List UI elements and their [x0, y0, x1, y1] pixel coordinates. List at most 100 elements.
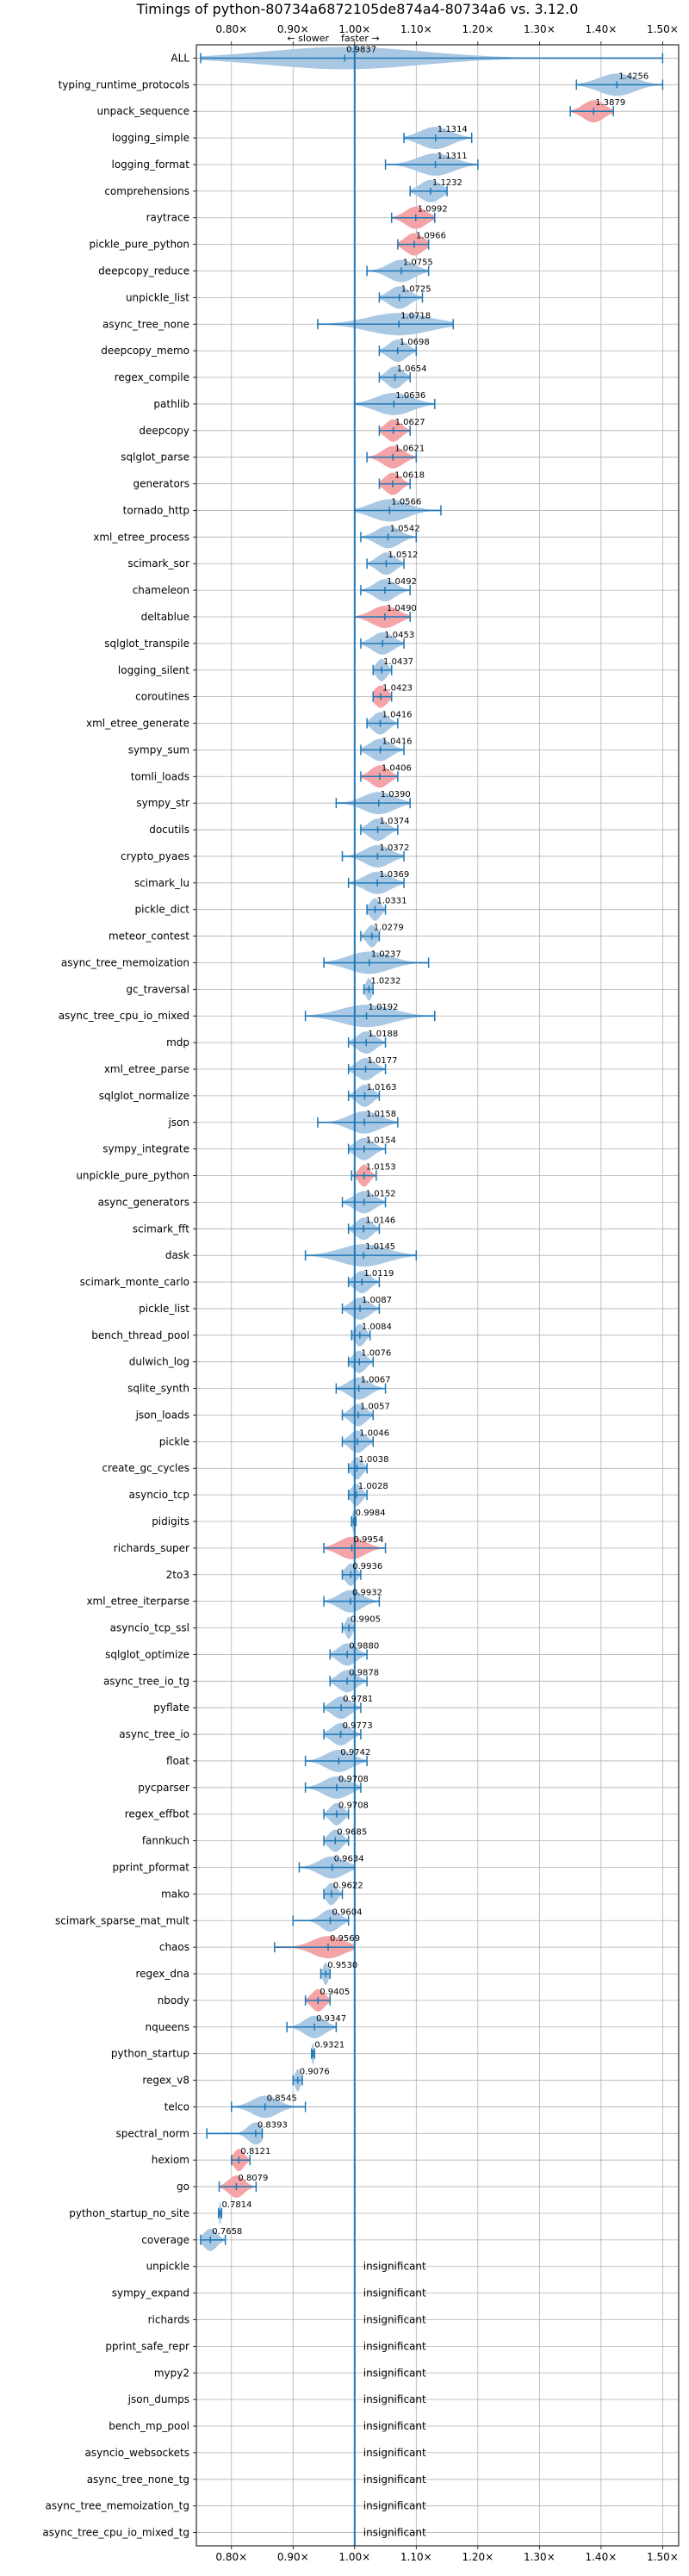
value-label: 1.0627 — [395, 418, 425, 427]
value-label: 1.0654 — [397, 364, 427, 374]
value-label: 1.0119 — [363, 1269, 394, 1279]
benchmark-label: pidigits — [152, 1515, 189, 1528]
whiskers — [200, 53, 664, 2245]
benchmark-label: spectral_norm — [115, 2127, 189, 2139]
benchmark-label: fannkuch — [142, 1835, 189, 1847]
value-label: 1.0237 — [371, 949, 401, 959]
value-label: 1.1314 — [438, 125, 468, 134]
benchmark-label: mypy2 — [154, 2367, 189, 2379]
benchmark-label: float — [166, 1755, 189, 1767]
x-tick-label-top: 1.40× — [585, 23, 617, 35]
benchmark-label: async_generators — [98, 1196, 189, 1208]
value-label: 1.0057 — [360, 1402, 390, 1411]
value-label: 1.0416 — [382, 737, 413, 746]
grid — [196, 45, 679, 2546]
benchmark-label: comprehensions — [104, 185, 189, 197]
x-tick-label-bottom: 1.10× — [400, 2551, 432, 2563]
insignificant-label: insignificant — [363, 2367, 426, 2379]
value-label: 1.0492 — [387, 577, 417, 587]
x-tick-label-top: 1.00× — [338, 23, 370, 35]
benchmark-label: sqlite_synth — [127, 1383, 189, 1395]
benchmark-label: async_tree_memoization — [61, 956, 189, 968]
value-label: 1.0453 — [384, 631, 414, 640]
benchmark-label: pprint_safe_repr — [105, 2340, 189, 2352]
value-label: 1.0423 — [382, 684, 413, 694]
benchmark-label: chameleon — [133, 584, 189, 596]
benchmark-label: scimark_lu — [134, 877, 189, 889]
benchmark-label: deepcopy — [139, 425, 189, 437]
insignificant-label: insignificant — [363, 2500, 426, 2512]
value-label: 1.0490 — [387, 604, 417, 613]
benchmark-label: async_tree_io — [119, 1728, 189, 1740]
plot-frame — [196, 44, 680, 2547]
benchmark-label: xml_etree_generate — [86, 718, 189, 730]
benchmark-label: mako — [161, 1888, 189, 1900]
benchmark-label: 2to3 — [166, 1569, 189, 1581]
benchmark-label: xml_etree_iterparse — [86, 1596, 189, 1608]
value-label: 0.9604 — [332, 1907, 362, 1917]
benchmark-label: gc_traversal — [126, 983, 189, 995]
benchmark-label: scimark_monte_carlo — [80, 1276, 189, 1288]
value-label: 1.0512 — [388, 551, 418, 560]
x-tick-label-top: 1.20× — [462, 23, 493, 35]
insignificant-label: insignificant — [363, 2313, 426, 2325]
benchmark-label: hexiom — [152, 2154, 189, 2166]
benchmark-label: docutils — [149, 824, 189, 836]
value-label: 1.0369 — [379, 870, 409, 880]
value-label: 0.8079 — [238, 2174, 268, 2183]
benchmark-label: logging_format — [111, 159, 189, 171]
benchmark-label: go — [177, 2181, 189, 2193]
benchmark-label: xml_etree_process — [93, 531, 189, 543]
direction-slower: ← slower — [287, 33, 329, 44]
value-label: 1.0154 — [366, 1136, 396, 1146]
value-label: 0.9347 — [316, 2014, 346, 2024]
benchmark-label: nqueens — [146, 2021, 189, 2033]
benchmark-label: logging_silent — [118, 664, 189, 676]
benchmark-label: sympy_integrate — [102, 1143, 189, 1155]
benchmark-label: pickle_list — [139, 1303, 189, 1315]
x-tick-label-bottom: 0.90× — [277, 2551, 309, 2563]
benchmark-label: bench_thread_pool — [91, 1329, 189, 1341]
value-label: 1.0084 — [362, 1322, 392, 1332]
value-label: 1.0618 — [394, 471, 425, 481]
value-label: 0.9880 — [349, 1641, 379, 1651]
benchmark-label: asyncio_websockets — [85, 2447, 189, 2459]
benchmark-label: pickle — [159, 1435, 189, 1447]
insignificant-label: insignificant — [363, 2473, 426, 2486]
benchmark-label: dulwich_log — [129, 1356, 189, 1368]
insignificant-label: insignificant — [363, 2527, 426, 2539]
benchmark-label: unpickle_pure_python — [76, 1170, 189, 1182]
benchmark-label: raytrace — [146, 212, 189, 224]
benchmark-label: unpickle_list — [126, 291, 189, 303]
value-label: 0.9878 — [349, 1668, 379, 1677]
insignificant-label: insignificant — [363, 2393, 426, 2405]
value-label: 1.0177 — [367, 1056, 397, 1066]
value-label: 1.0374 — [380, 817, 410, 826]
benchmark-label: regex_dna — [135, 1968, 189, 1980]
benchmark-label: richards_super — [114, 1542, 189, 1554]
value-label: 1.3879 — [595, 98, 625, 108]
insignificant-label: insignificant — [363, 2420, 426, 2432]
benchmark-label: xml_etree_parse — [104, 1063, 189, 1075]
benchmark-label: create_gc_cycles — [102, 1462, 189, 1474]
value-label: 1.0542 — [390, 524, 420, 533]
value-label: 0.9321 — [314, 2041, 344, 2050]
benchmark-label: bench_mp_pool — [109, 2420, 189, 2432]
x-tick-label-top: 0.90× — [277, 23, 309, 35]
benchmark-label: async_tree_none_tg — [87, 2473, 189, 2486]
insignificant-label: insignificant — [363, 2447, 426, 2459]
value-label: 0.7658 — [212, 2227, 242, 2237]
insignificant-label: insignificant — [363, 2287, 426, 2299]
value-label: 1.0163 — [366, 1083, 396, 1092]
benchmark-label: scimark_sor — [127, 557, 189, 569]
value-label: 1.0152 — [366, 1189, 396, 1198]
benchmark-label: sympy_str — [136, 797, 189, 809]
value-label: 1.0145 — [365, 1242, 395, 1252]
benchmark-label: dask — [165, 1249, 189, 1261]
benchmark-label: ALL — [171, 52, 189, 64]
value-label: 1.0390 — [381, 790, 411, 800]
benchmark-label: sympy_sum — [128, 744, 189, 756]
benchmark-label: pickle_pure_python — [90, 239, 189, 251]
x-tick-label-bottom: 1.20× — [462, 2551, 493, 2563]
